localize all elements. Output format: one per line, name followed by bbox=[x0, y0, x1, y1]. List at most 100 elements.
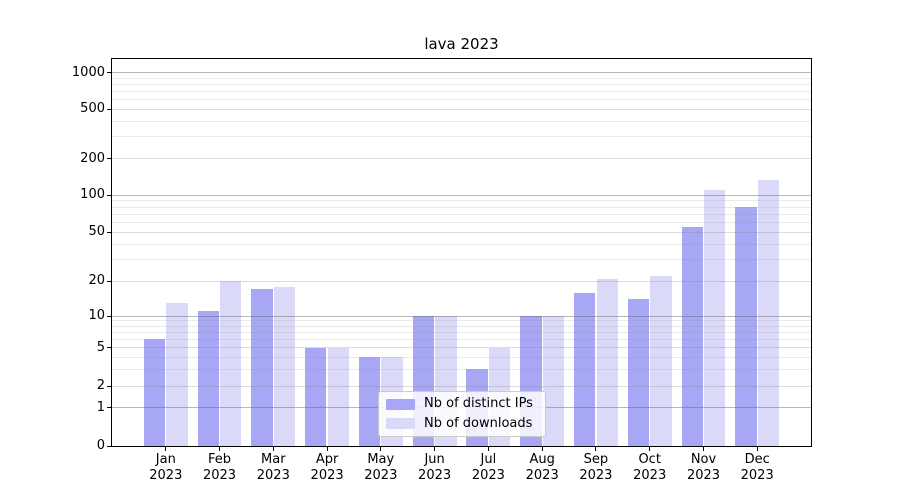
gridline-10 bbox=[112, 315, 811, 317]
bar-nb-of-downloads-feb bbox=[220, 281, 242, 446]
legend-item-nb-of-distinct-ips: Nb of distinct IPs bbox=[386, 395, 539, 413]
legend-item-nb-of-downloads: Nb of downloads bbox=[386, 415, 539, 433]
x-tick-label-month-feb: Feb bbox=[207, 452, 232, 467]
minor-gridline-600 bbox=[112, 99, 811, 101]
x-tick-label-month-apr: Apr bbox=[315, 452, 339, 467]
x-tick-label-month-may: May bbox=[367, 452, 395, 467]
bar-nb-of-distinct-ips-jan bbox=[143, 339, 166, 446]
minor-gridline-40 bbox=[112, 243, 811, 245]
bar-nb-of-distinct-ips-dec bbox=[735, 207, 757, 446]
minor-gridline-300 bbox=[112, 136, 811, 138]
x-tick-label-month-oct: Oct bbox=[638, 452, 661, 467]
x-tick-may bbox=[380, 447, 382, 451]
x-tick-label-feb: Feb 2023 bbox=[192, 452, 248, 484]
bar-nb-of-distinct-ips-feb bbox=[197, 311, 219, 446]
minor-gridline-80 bbox=[112, 206, 811, 208]
gridline-1000 bbox=[112, 72, 811, 74]
bar-nb-of-downloads-mar bbox=[273, 286, 296, 446]
x-tick-label-month-aug: Aug bbox=[529, 452, 555, 467]
bar-nb-of-downloads-nov bbox=[704, 190, 726, 446]
y-tick-2 bbox=[107, 385, 111, 387]
gridline-100 bbox=[112, 194, 811, 196]
bar-nb-of-distinct-ips-mar bbox=[251, 289, 273, 446]
y-tick-200 bbox=[107, 158, 111, 160]
y-tick-label-0: 0 bbox=[96, 438, 105, 453]
bar-nb-of-downloads-aug bbox=[542, 316, 565, 446]
y-tick-label-50: 50 bbox=[88, 224, 105, 240]
bar-nb-of-distinct-ips-nov bbox=[681, 227, 703, 446]
x-tick-label-year-sep: 2023 bbox=[579, 468, 613, 483]
x-tick-aug bbox=[541, 447, 543, 451]
minor-gridline-7 bbox=[112, 331, 811, 333]
gridline-5 bbox=[112, 347, 811, 349]
x-tick-label-year-aug: 2023 bbox=[525, 468, 559, 483]
y-tick-50 bbox=[107, 231, 111, 233]
x-tick-feb bbox=[219, 447, 220, 451]
y-tick-label-10: 10 bbox=[88, 308, 105, 323]
bar-nb-of-distinct-ips-sep bbox=[573, 292, 596, 446]
plot-area: Nb of distinct IPs Nb of downloads bbox=[111, 58, 812, 447]
bar-nb-of-downloads-sep bbox=[596, 278, 618, 446]
x-tick-oct bbox=[649, 447, 651, 451]
y-tick-100 bbox=[107, 194, 111, 196]
x-tick-label-sep: Sep 2023 bbox=[568, 452, 624, 484]
y-tick-500 bbox=[107, 108, 111, 110]
minor-gridline-700 bbox=[112, 91, 811, 92]
legend: Nb of distinct IPs Nb of downloads bbox=[378, 391, 546, 437]
x-tick-label-jan: Jan 2023 bbox=[138, 452, 194, 484]
x-tick-label-month-jan: Jan bbox=[155, 452, 176, 467]
x-tick-mar bbox=[272, 447, 274, 451]
minor-gridline-9 bbox=[112, 320, 811, 322]
x-tick-nov bbox=[703, 447, 704, 451]
y-tick-1 bbox=[107, 407, 111, 409]
x-tick-label-year-apr: 2023 bbox=[310, 468, 344, 483]
gridline-2 bbox=[112, 385, 811, 387]
minor-gridline-900 bbox=[112, 77, 811, 79]
x-tick-apr bbox=[326, 447, 328, 451]
y-tick-label-20: 20 bbox=[88, 273, 105, 289]
x-tick-label-year-feb: 2023 bbox=[202, 468, 237, 483]
x-tick-label-month-dec: Dec bbox=[744, 452, 770, 467]
x-tick-label-jul: Jul 2023 bbox=[460, 452, 516, 484]
legend-label-nb-of-downloads: Nb of downloads bbox=[424, 415, 533, 431]
x-tick-label-month-sep: Sep bbox=[583, 452, 609, 467]
chart-title: lava 2023 bbox=[424, 35, 499, 53]
gridline-500 bbox=[112, 108, 811, 110]
minor-gridline-4 bbox=[112, 356, 811, 358]
minor-gridline-3 bbox=[112, 368, 811, 370]
minor-gridline-8 bbox=[112, 325, 811, 327]
legend-swatch-nb-of-downloads bbox=[386, 418, 415, 430]
bar-nb-of-distinct-ips-may bbox=[358, 357, 381, 446]
y-tick-5 bbox=[107, 347, 111, 349]
bar-nb-of-distinct-ips-apr bbox=[305, 347, 327, 446]
grid-layer bbox=[112, 59, 811, 446]
y-tick-0 bbox=[107, 445, 111, 447]
x-tick-label-month-jul: Jul bbox=[480, 452, 497, 467]
x-tick-label-year-jul: 2023 bbox=[471, 468, 505, 483]
x-tick-jun bbox=[434, 447, 436, 451]
minor-gridline-70 bbox=[112, 213, 811, 215]
y-tick-label-1: 1 bbox=[96, 399, 105, 415]
x-tick-label-aug: Aug 2023 bbox=[514, 452, 570, 484]
x-tick-label-dec: Dec 2023 bbox=[729, 452, 785, 484]
x-tick-label-may: May 2023 bbox=[353, 452, 409, 484]
x-tick-label-jun: Jun 2023 bbox=[407, 452, 463, 484]
x-tick-label-year-jun: 2023 bbox=[418, 468, 452, 483]
gridline-20 bbox=[112, 280, 811, 282]
bar-nb-of-downloads-jan bbox=[166, 302, 188, 446]
y-tick-label-100: 100 bbox=[80, 187, 105, 203]
x-tick-label-month-mar: Mar bbox=[261, 452, 286, 467]
x-tick-sep bbox=[595, 447, 597, 451]
y-tick-1000 bbox=[107, 72, 111, 74]
y-tick-label-500: 500 bbox=[80, 101, 105, 117]
legend-label-nb-of-distinct-ips: Nb of distinct IPs bbox=[424, 396, 533, 412]
minor-gridline-30 bbox=[112, 259, 811, 261]
x-tick-label-year-mar: 2023 bbox=[256, 468, 290, 483]
bar-nb-of-downloads-dec bbox=[757, 180, 780, 446]
x-tick-dec bbox=[756, 447, 758, 451]
x-tick-label-oct: Oct 2023 bbox=[622, 452, 678, 484]
x-tick-jul bbox=[487, 447, 489, 451]
x-tick-label-nov: Nov 2023 bbox=[676, 452, 732, 484]
x-tick-label-month-nov: Nov bbox=[690, 452, 717, 467]
